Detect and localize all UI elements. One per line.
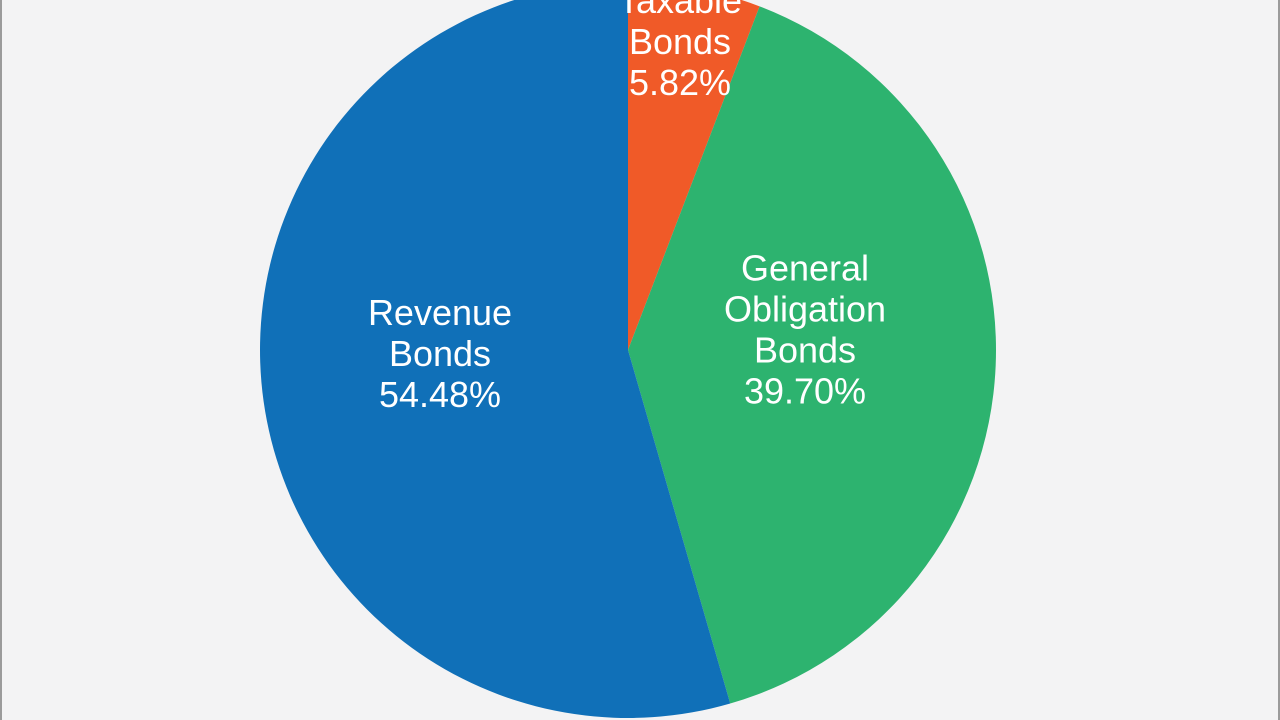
slice-label-revenue-bonds: Revenue Bonds 54.48% bbox=[368, 292, 512, 415]
slice-name-label: Bonds bbox=[754, 330, 856, 371]
slices-layer bbox=[260, 0, 997, 718]
slice-label-taxable-bonds: Taxable Bonds 5.82% bbox=[618, 0, 742, 103]
slice-name-label: Taxable bbox=[618, 0, 742, 21]
slice-percent-label: 54.48% bbox=[379, 374, 501, 415]
pie-slice-taxable-bonds bbox=[628, 0, 760, 350]
slice-name-label: Bonds bbox=[629, 21, 731, 62]
labels-layer: Taxable Bonds 5.82%General Obligation Bonds 3… bbox=[368, 0, 886, 415]
slice-name-label: Bonds bbox=[389, 333, 491, 374]
slice-percent-label: 39.70% bbox=[744, 371, 866, 412]
slice-name-label: General bbox=[741, 248, 869, 289]
slice-percent-label: 5.82% bbox=[629, 62, 731, 103]
slice-name-label: Obligation bbox=[724, 289, 886, 330]
slice-name-label: Revenue bbox=[368, 292, 512, 333]
slice-label-general-obligation-bonds: General Obligation Bonds 39.70% bbox=[724, 248, 886, 412]
pie-slice-general-obligation-bonds bbox=[628, 6, 997, 704]
pie-slice-revenue-bonds bbox=[260, 0, 731, 718]
